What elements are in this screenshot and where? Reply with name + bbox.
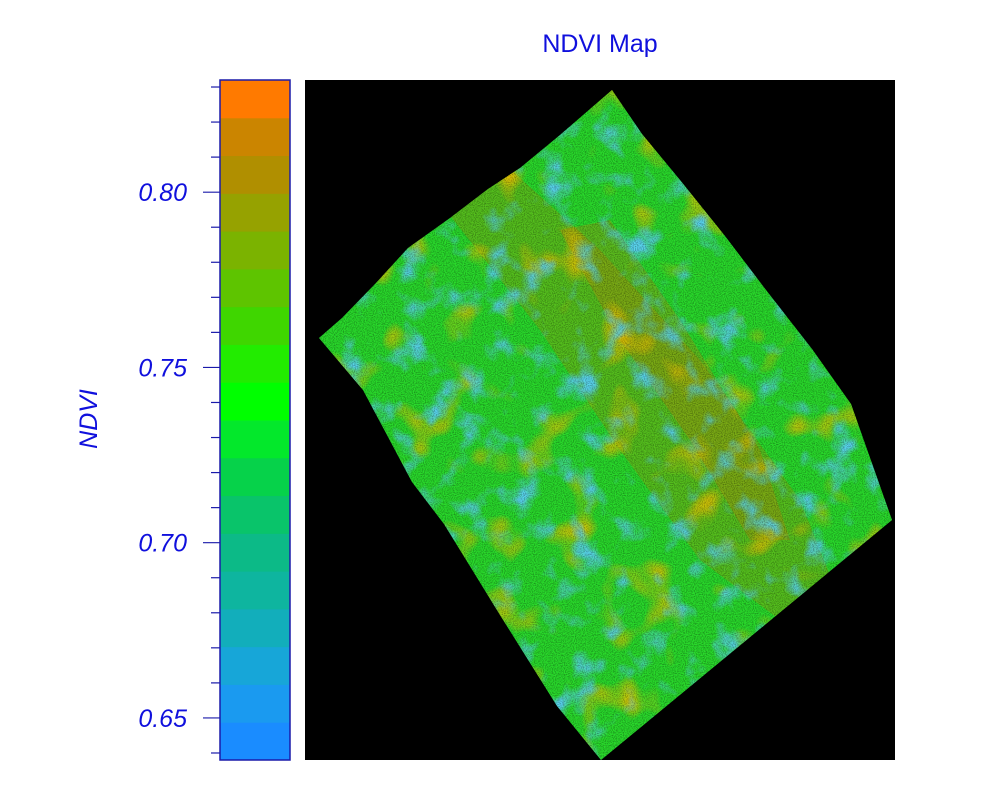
colorbar-level (220, 306, 290, 345)
colorbar-level (220, 684, 290, 723)
colorbar-level (220, 193, 290, 232)
colorbar-tick-label: 0.75 (138, 354, 187, 382)
colorbar-level (220, 344, 290, 383)
colorbar-level (220, 646, 290, 685)
colorbar-level (220, 231, 290, 270)
colorbar-level (220, 722, 290, 761)
colorbar-tick-label: 0.70 (138, 530, 187, 558)
colorbar-level (220, 420, 290, 459)
colorbar-level (220, 495, 290, 534)
colorbar-level (220, 608, 290, 648)
colorbar-level (220, 571, 290, 610)
colorbar-level (220, 80, 290, 119)
colorbar-label: NDVI (75, 389, 103, 449)
colorbar-level (220, 117, 290, 157)
colorbar (219, 79, 291, 761)
colorbar-frame (219, 79, 291, 761)
colorbar-tick-label: 0.65 (138, 705, 187, 733)
colorbar-ticks: 0.65 0.70 0.75 0.80 (138, 86, 220, 754)
colorbar-tick-label: 0.80 (138, 179, 187, 207)
colorbar-level (220, 457, 290, 497)
chart-title: NDVI Map (542, 30, 657, 58)
colorbar-level (220, 382, 290, 421)
colorbar-level (220, 155, 290, 194)
colorbar-level (220, 268, 290, 308)
colorbar-level (220, 533, 290, 572)
